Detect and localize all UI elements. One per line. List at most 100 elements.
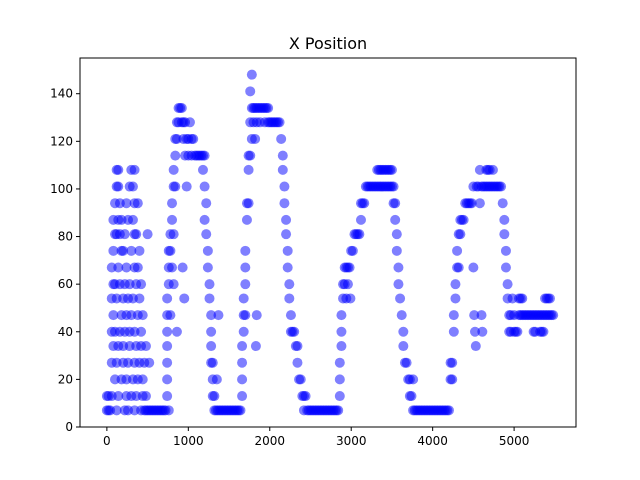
- x-tick-label: 0: [103, 434, 111, 448]
- data-point: [209, 391, 220, 402]
- data-point: [395, 293, 406, 304]
- data-point: [184, 117, 195, 128]
- data-point: [497, 198, 508, 209]
- data-point: [336, 326, 347, 337]
- data-point: [263, 102, 274, 113]
- data-point: [111, 405, 122, 416]
- data-point: [355, 214, 366, 225]
- data-point: [211, 374, 222, 385]
- data-point: [336, 341, 347, 352]
- data-point: [334, 357, 345, 368]
- data-point: [162, 357, 173, 368]
- data-point: [140, 391, 151, 402]
- data-point: [113, 262, 124, 273]
- data-point: [113, 164, 124, 175]
- data-point: [235, 405, 246, 416]
- data-point: [282, 245, 293, 256]
- data-point: [163, 405, 174, 416]
- data-point: [284, 293, 295, 304]
- data-point: [487, 164, 498, 175]
- data-point: [246, 69, 257, 80]
- y-tick-label: 40: [58, 325, 73, 339]
- data-point: [398, 326, 409, 337]
- data-point: [204, 279, 215, 290]
- data-point: [292, 357, 303, 368]
- data-point: [538, 326, 549, 337]
- x-axis-ticks: 0 1000 2000 3000 4000 5000: [103, 427, 529, 448]
- data-point: [277, 150, 288, 161]
- data-point: [121, 198, 132, 209]
- data-point: [496, 181, 507, 192]
- data-point: [476, 310, 487, 321]
- data-point: [406, 391, 417, 402]
- data-point: [292, 341, 303, 352]
- data-point: [202, 262, 213, 273]
- data-point: [137, 374, 148, 385]
- data-point: [207, 357, 218, 368]
- data-point: [170, 181, 181, 192]
- data-point: [213, 310, 224, 321]
- data-point: [347, 245, 358, 256]
- data-point: [237, 341, 248, 352]
- x-tick-label: 3000: [336, 434, 367, 448]
- data-point: [390, 198, 401, 209]
- y-tick-label: 100: [50, 182, 73, 196]
- data-point: [443, 405, 454, 416]
- data-point: [548, 310, 559, 321]
- y-axis-ticks: 0 20 40 60 80 100 120 140: [50, 87, 80, 434]
- data-point: [202, 245, 213, 256]
- data-point: [469, 310, 480, 321]
- data-point: [238, 293, 249, 304]
- data-point: [448, 310, 459, 321]
- data-point: [398, 341, 409, 352]
- data-point: [201, 198, 212, 209]
- x-tick-label: 5000: [499, 434, 530, 448]
- chart-title: X Position: [289, 34, 367, 53]
- data-point: [458, 214, 469, 225]
- data-point: [108, 245, 119, 256]
- data-point: [126, 245, 137, 256]
- data-point: [188, 133, 199, 144]
- data-point: [168, 164, 179, 175]
- data-point: [277, 164, 288, 175]
- data-point: [199, 181, 210, 192]
- data-point: [238, 326, 249, 337]
- data-point: [237, 374, 248, 385]
- data-point: [342, 279, 353, 290]
- data-point: [199, 150, 210, 161]
- y-tick-label: 140: [50, 87, 73, 101]
- data-point: [447, 357, 458, 368]
- data-point: [450, 293, 461, 304]
- data-point: [388, 181, 399, 192]
- y-tick-label: 60: [58, 277, 73, 291]
- data-point: [140, 341, 151, 352]
- data-point: [181, 181, 192, 192]
- data-point: [470, 341, 481, 352]
- data-point: [176, 102, 187, 113]
- x-tick-label: 2000: [254, 434, 285, 448]
- data-point: [243, 164, 254, 175]
- data-point: [179, 293, 190, 304]
- y-tick-label: 0: [65, 420, 73, 434]
- data-point: [136, 279, 147, 290]
- data-point: [237, 357, 248, 368]
- x-tick-label: 1000: [173, 434, 204, 448]
- data-point: [544, 293, 555, 304]
- data-point: [204, 293, 215, 304]
- data-point: [354, 229, 365, 240]
- data-point: [245, 86, 256, 97]
- data-point: [136, 326, 147, 337]
- data-point: [162, 374, 173, 385]
- data-point: [237, 391, 248, 402]
- data-point: [127, 214, 138, 225]
- data-point: [113, 181, 124, 192]
- data-point: [206, 341, 217, 352]
- data-point: [359, 198, 370, 209]
- data-point: [108, 310, 119, 321]
- data-point: [450, 279, 461, 290]
- data-point: [468, 262, 479, 273]
- data-point: [282, 262, 293, 273]
- data-point: [274, 117, 285, 128]
- data-points: [101, 69, 559, 416]
- data-point: [245, 150, 256, 161]
